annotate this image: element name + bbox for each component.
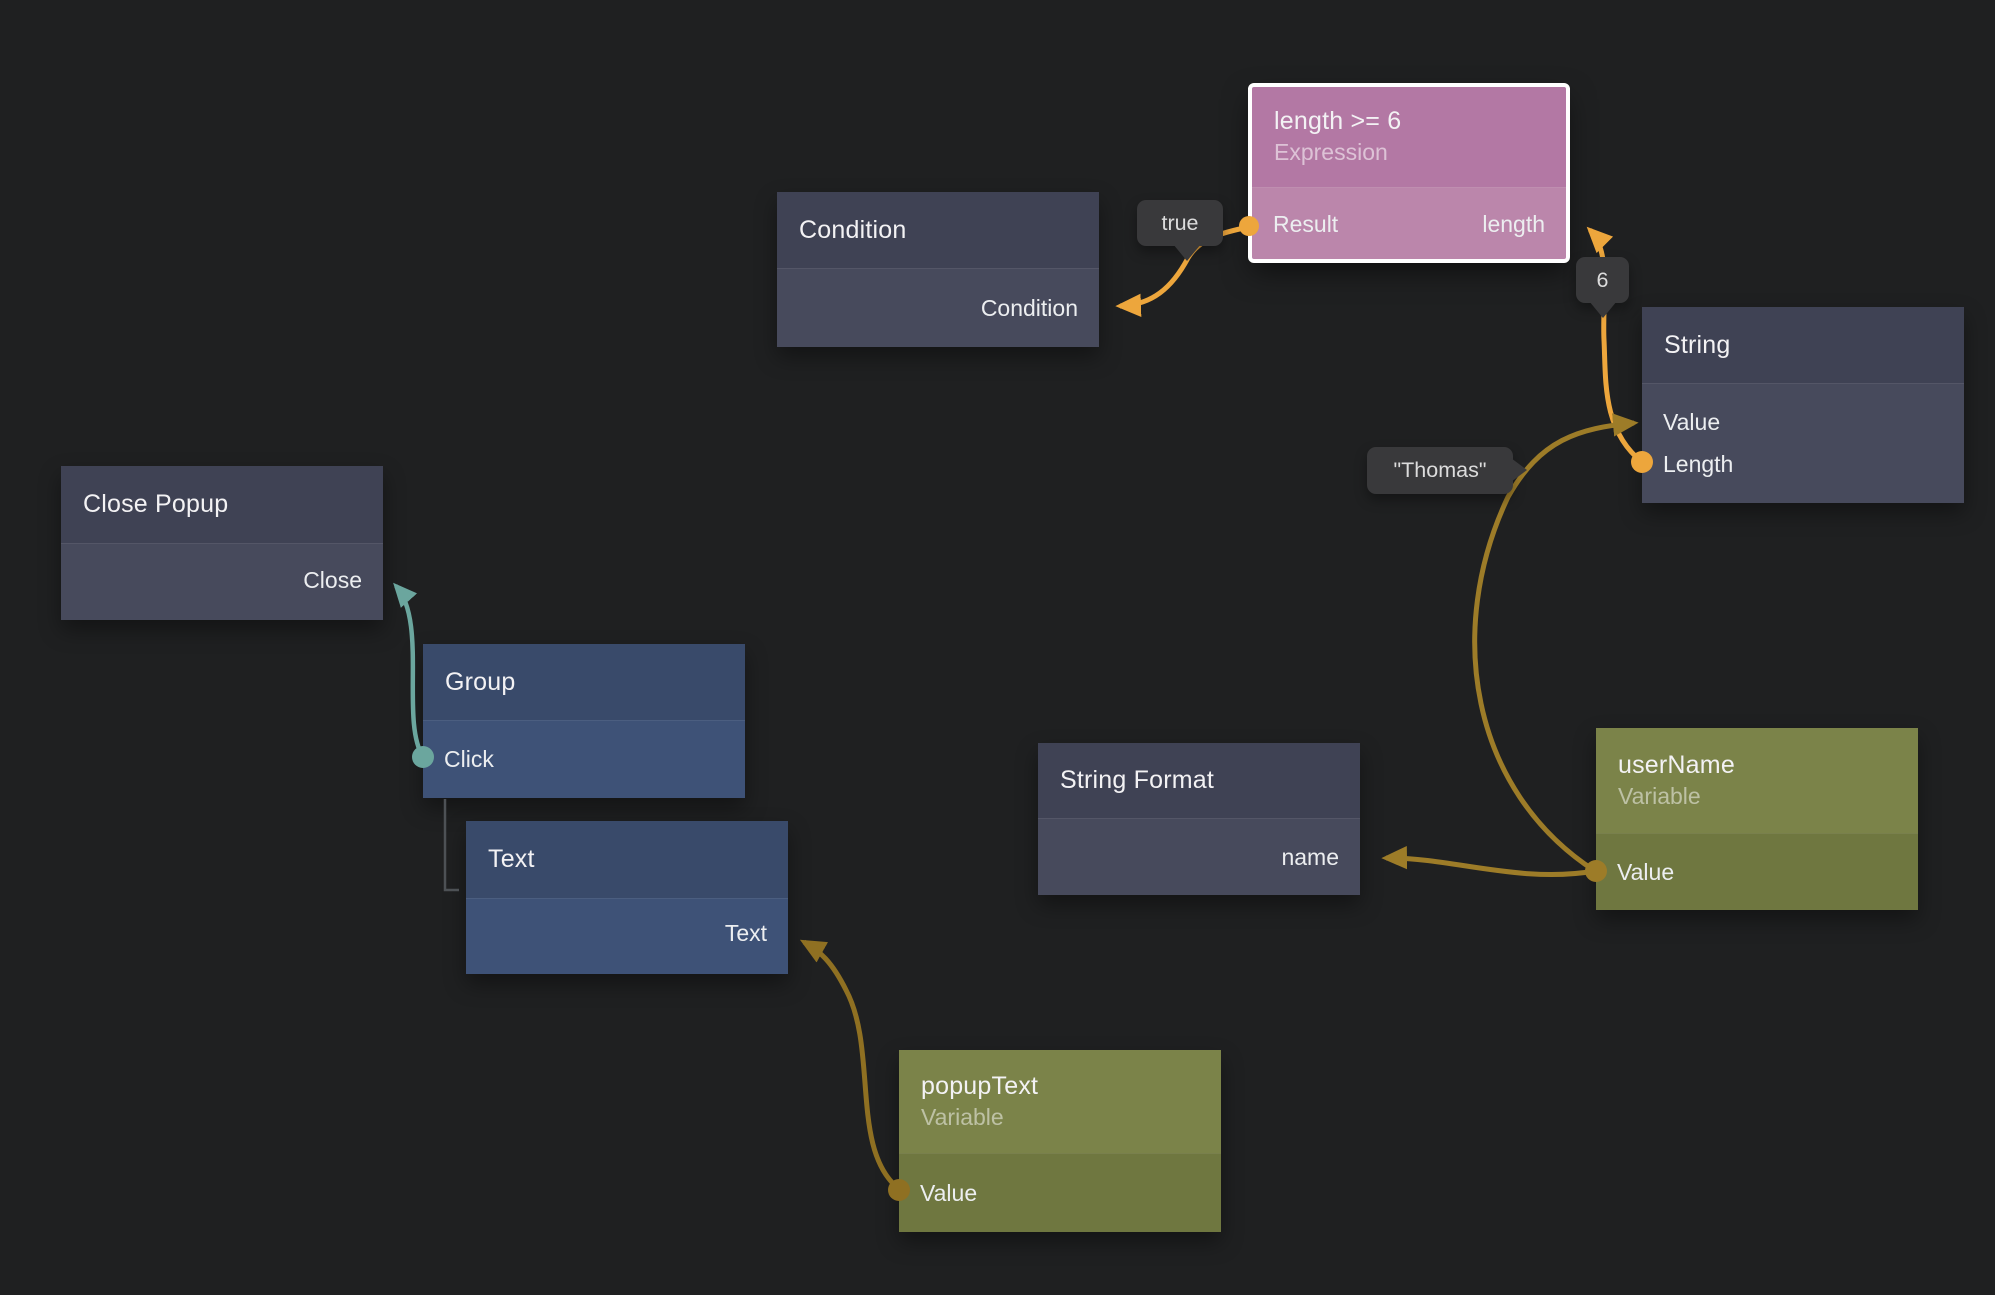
node-group-header: Group: [423, 644, 745, 720]
node-title: String Format: [1060, 766, 1215, 795]
node-text[interactable]: Text Text: [466, 821, 788, 974]
node-string-format[interactable]: String Format name: [1038, 743, 1360, 895]
node-title: String: [1664, 330, 1731, 359]
node-title: popupText: [921, 1071, 1039, 1100]
badge-label: "Thomas": [1393, 458, 1487, 482]
node-subtitle: Expression: [1274, 139, 1388, 166]
port-name-input[interactable]: name: [1281, 843, 1339, 870]
badge-pointer: [1173, 244, 1201, 261]
hierarchy-connector: [443, 799, 459, 892]
port-length-input[interactable]: length: [1482, 210, 1545, 237]
node-condition[interactable]: Condition Condition: [777, 192, 1099, 347]
node-username-header: userName Variable: [1596, 728, 1918, 833]
port-value-output[interactable]: Value: [920, 1179, 978, 1206]
port-click-output[interactable]: Click: [444, 745, 494, 772]
node-close-popup[interactable]: Close Popup Close: [61, 466, 383, 620]
node-expression-header: length >= 6 Expression: [1252, 87, 1566, 187]
node-title: userName: [1618, 750, 1735, 779]
port-text-input[interactable]: Text: [724, 919, 767, 946]
ports-row: Result length: [1252, 203, 1566, 245]
connection-value-badge-thomas[interactable]: "Thomas": [1367, 447, 1527, 494]
node-close-popup-header: Close Popup: [61, 466, 383, 543]
node-string[interactable]: String Value Length: [1642, 307, 1964, 503]
badge-pointer: [1589, 301, 1617, 318]
node-expression[interactable]: length >= 6 Expression Result length: [1248, 83, 1570, 263]
wire-popuptext-to-text[interactable]: [799, 939, 901, 1191]
connection-value-badge-true[interactable]: true: [1137, 200, 1223, 261]
node-string-header: String: [1642, 307, 1964, 383]
port-condition-input[interactable]: Condition: [980, 294, 1078, 321]
port-value-input[interactable]: Value: [1663, 408, 1721, 435]
port-length-output[interactable]: Length: [1663, 450, 1734, 477]
node-username-variable[interactable]: userName Variable Value: [1596, 728, 1918, 910]
node-title: Text: [488, 845, 535, 874]
node-text-header: Text: [466, 821, 788, 898]
node-string-format-header: String Format: [1038, 743, 1360, 818]
badge-label: 6: [1596, 267, 1609, 292]
node-popuptext-variable[interactable]: popupText Variable Value: [899, 1050, 1221, 1232]
node-title: Condition: [799, 215, 907, 244]
node-title: length >= 6: [1274, 107, 1402, 136]
node-popuptext-header: popupText Variable: [899, 1050, 1221, 1153]
port-value-output[interactable]: Value: [1617, 858, 1675, 885]
node-subtitle: Variable: [1618, 782, 1701, 809]
wire-username-to-format-name[interactable]: [1381, 846, 1596, 878]
port-close-input[interactable]: Close: [303, 566, 362, 593]
badge-label: true: [1161, 210, 1199, 235]
node-subtitle: Variable: [921, 1103, 1004, 1130]
node-title: Close Popup: [83, 490, 229, 519]
node-group[interactable]: Group Click: [423, 644, 745, 798]
badge-pointer: [1511, 458, 1527, 482]
node-title: Group: [445, 667, 516, 696]
port-result-output[interactable]: Result: [1273, 210, 1339, 237]
node-condition-header: Condition: [777, 192, 1099, 268]
connection-value-badge-6[interactable]: 6: [1576, 257, 1629, 318]
wire-click-to-close[interactable]: [393, 582, 425, 759]
